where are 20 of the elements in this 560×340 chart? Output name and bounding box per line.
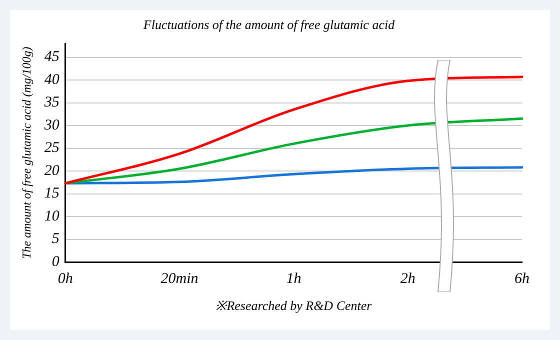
x-tick-label: 6h [514, 270, 530, 287]
y-tick-label: 0 [52, 254, 60, 270]
x-tick-label: 0h [58, 270, 73, 287]
text: ※Researched by R&D Center [216, 298, 373, 313]
y-axis-title: The amount of free glutamic acid (mg/100g) [19, 46, 34, 259]
y-tick-label: 20 [44, 162, 60, 179]
chart-title: Fluctuations of the amount of free glutamic acid [142, 17, 396, 32]
y-tick-label: 45 [44, 49, 60, 66]
y-tick-label: 5 [52, 231, 60, 248]
y-tick-label: 30 [43, 117, 60, 134]
line-series [64, 117, 524, 185]
y-tick-label: 10 [44, 208, 60, 224]
x-tick-label: 20min [160, 270, 198, 287]
y-tick-label: 40 [44, 72, 60, 88]
line-series [64, 76, 524, 185]
y-tick-label: 35 [43, 94, 60, 111]
x-tick-label: 2h [400, 270, 416, 287]
x-tick-label: 1h [286, 270, 302, 287]
y-tick-label: 25 [44, 140, 60, 156]
y-tick-label: 15 [44, 186, 60, 202]
